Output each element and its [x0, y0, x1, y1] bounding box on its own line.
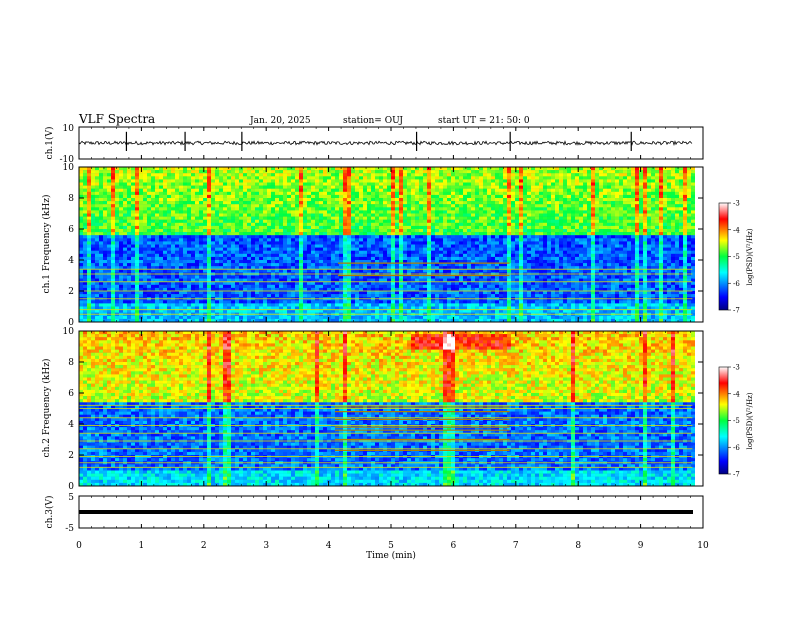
colorbar-tick-label-2: -5	[733, 253, 740, 261]
colorbar-scale	[719, 203, 728, 310]
ytick-label-5: 10	[63, 327, 75, 337]
x-axis-label: Time (min)	[366, 550, 416, 561]
station-label: station= OUJ	[343, 116, 403, 126]
ch3-ytick-bottom: -5	[65, 524, 74, 534]
ytick-label-1: 2	[68, 287, 74, 297]
ch1-waveform-panel: 10 -10 ch.1(V)	[44, 124, 703, 165]
ytick-label-0: 0	[68, 482, 74, 492]
date-label: Jan. 20, 2025	[249, 116, 311, 126]
xtick-label-3: 3	[263, 541, 269, 551]
xtick-label-5: 5	[388, 541, 394, 551]
ch1-spectrogram-cells	[79, 167, 695, 322]
colorbar-tick-label-1: -4	[733, 390, 740, 398]
colorbar-label: log(PSD)(V²/Hz)	[746, 392, 754, 449]
xtick-label-9: 9	[638, 541, 644, 551]
ch3-waveform-panel: 5 -5 ch.3(V)	[44, 493, 703, 534]
ch2-spectrogram-ylabel: ch.2 Frequency (kHz)	[41, 359, 52, 458]
colorbar-tick-label-3: -6	[733, 444, 740, 452]
ch1-ytick-top: 10	[63, 124, 75, 134]
xtick-label-8: 8	[575, 541, 581, 551]
ytick-label-2: 4	[68, 256, 74, 266]
start-time-label: start UT = 21: 50: 0	[438, 116, 530, 126]
colorbar-tick-label-4: -7	[733, 307, 740, 315]
ch2-spectrogram-panel: 0 2 4 6 8 10 ch.2 Frequency (kHz)	[41, 327, 703, 492]
ch1-ylabel-text: ch.1 Frequency (kHz)	[41, 195, 52, 294]
figure-title: VLF Spectra	[78, 112, 155, 126]
ytick-label-5: 10	[63, 163, 75, 173]
xtick-label-10: 10	[697, 541, 709, 551]
colorbar-label: log(PSD)(V²/Hz)	[746, 228, 754, 285]
xtick-label-0: 0	[76, 541, 82, 551]
ch1-ylabel: ch.1(V)	[44, 127, 55, 160]
xtick-label-4: 4	[326, 541, 332, 551]
colorbar-tick-label-0: -3	[733, 364, 740, 372]
colorbar-tick-label-2: -5	[733, 417, 740, 425]
xtick-label-6: 6	[451, 541, 457, 551]
xtick-label-1: 1	[139, 541, 145, 551]
colorbar-scale	[719, 367, 728, 474]
ytick-label-1: 2	[68, 451, 74, 461]
ch3-ytick-top: 5	[68, 493, 74, 503]
ytick-label-4: 8	[68, 358, 74, 368]
ch3-ylabel: ch.3(V)	[44, 496, 55, 529]
ch1-colorbar: -3 -4 -5 -6 -7 log(PSD)(V²/Hz)	[719, 200, 754, 315]
ch2-ylabel-text: ch.2 Frequency (kHz)	[41, 359, 52, 458]
ytick-label-2: 4	[68, 420, 74, 430]
colorbar-tick-label-0: -3	[733, 200, 740, 208]
ch2-spectrogram-cells	[79, 331, 695, 486]
xtick-label-2: 2	[201, 541, 207, 551]
ch2-colorbar: -3 -4 -5 -6 -7 log(PSD)(V²/Hz)	[719, 364, 754, 479]
ytick-label-3: 6	[68, 389, 74, 399]
colorbar-tick-label-1: -4	[733, 226, 740, 234]
colorbar-tick-label-3: -6	[733, 280, 740, 288]
xtick-label-7: 7	[513, 541, 519, 551]
colorbar-tick-label-4: -7	[733, 471, 740, 479]
ytick-label-4: 8	[68, 194, 74, 204]
ch1-spectrogram-ylabel-line1: ch.1 Frequency (kHz)	[41, 195, 52, 294]
ytick-label-3: 6	[68, 225, 74, 235]
